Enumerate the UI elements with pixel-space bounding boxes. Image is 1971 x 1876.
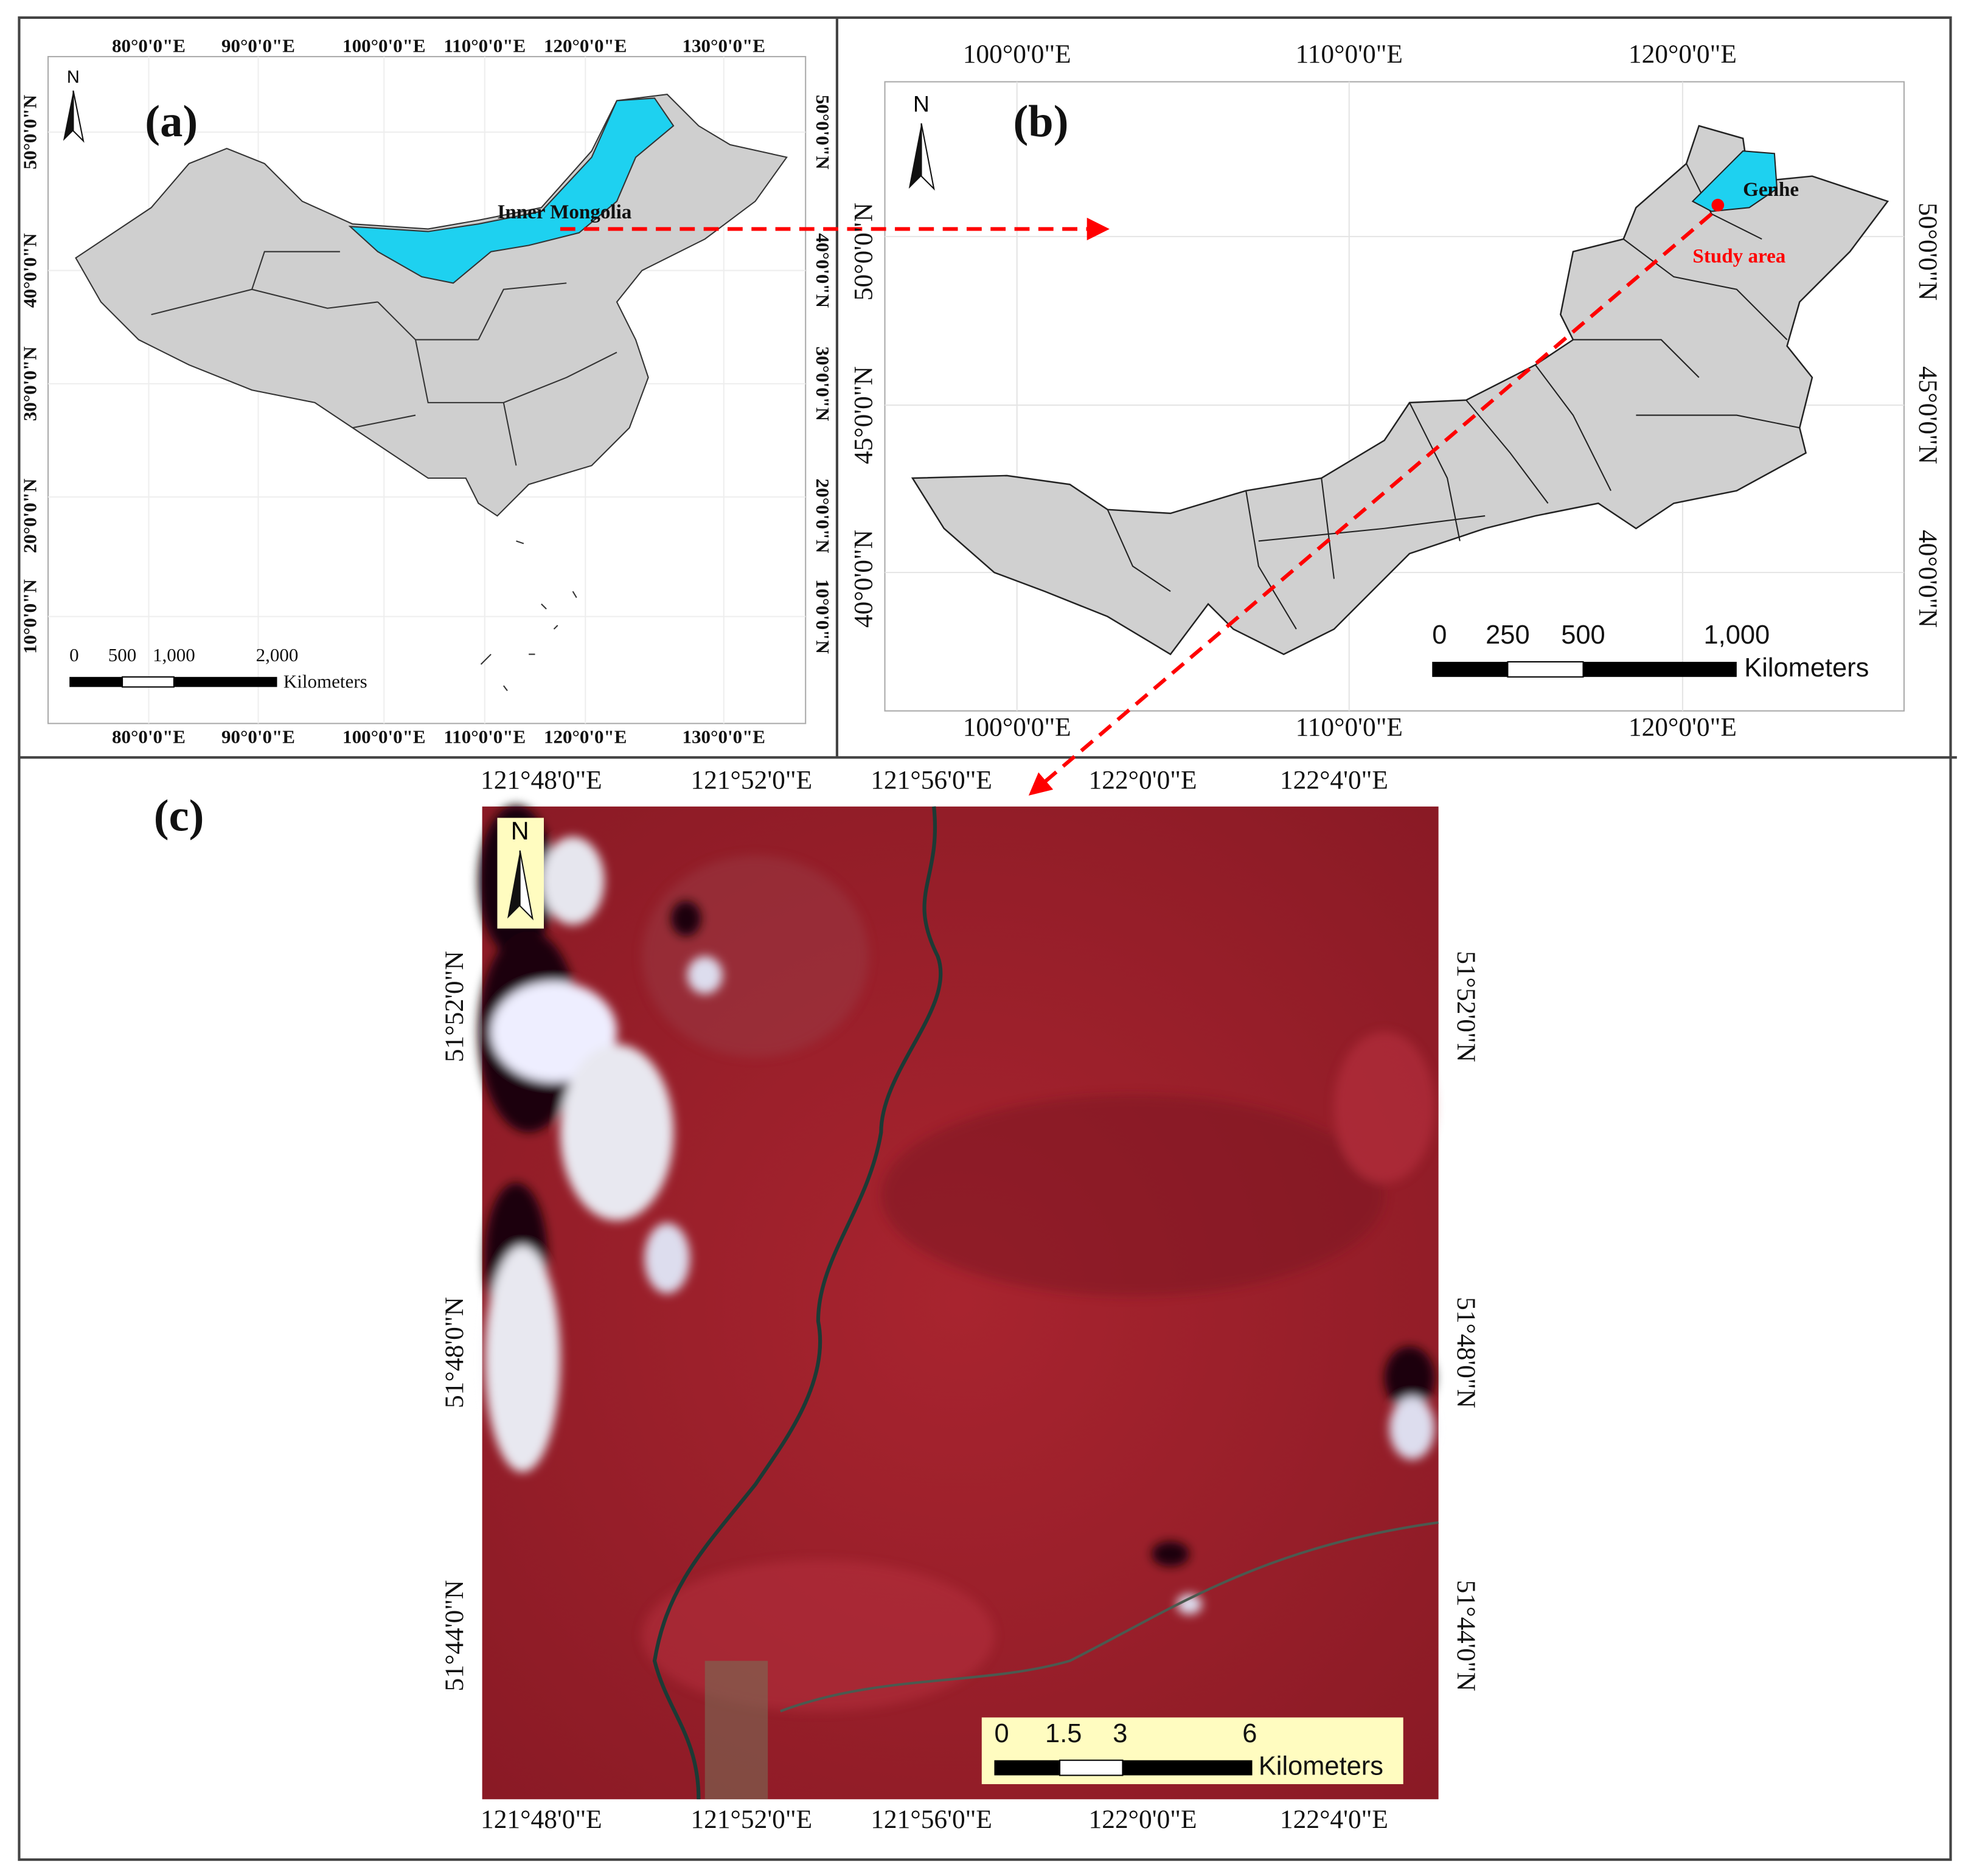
lon-tick-label: 130°0'0"E	[683, 726, 765, 747]
lon-tick-label: 121°48'0"E	[481, 766, 602, 795]
lat-tick-label: 40°0'0"N	[812, 233, 833, 308]
lat-tick-label: 10°0'0"N	[812, 579, 833, 654]
lon-tick-label: 100°0'0"E	[342, 35, 425, 57]
north-label: N	[67, 68, 80, 87]
north-arrow	[519, 850, 534, 921]
lon-tick-label: 130°0'0"E	[683, 35, 765, 57]
lat-tick-label: 20°0'0"N	[812, 479, 833, 554]
north-arrow	[920, 123, 935, 191]
lon-tick-label: 80°0'0"E	[112, 726, 186, 747]
lon-tick-label: 110°0'0"E	[1296, 713, 1403, 742]
lat-tick-label: 51°44'0"N	[1451, 1580, 1481, 1692]
lon-tick-label: 120°0'0"E	[544, 726, 627, 747]
lon-tick-label: 120°0'0"E	[1629, 40, 1737, 69]
scale-unit: Kilometers	[1744, 653, 1869, 683]
lon-tick-label: 100°0'0"E	[963, 40, 1071, 69]
scale-bar	[1432, 661, 1737, 678]
lon-tick-label: 122°4'0"E	[1280, 766, 1388, 795]
lon-tick-label: 110°0'0"E	[443, 726, 526, 747]
scale-label: 3	[1113, 1719, 1127, 1748]
lon-tick-label: 90°0'0"E	[221, 726, 295, 747]
lat-tick-label: 50°0'0"N	[19, 95, 40, 170]
lat-tick-label: 50°0'0"N	[1913, 203, 1942, 301]
scale-label: 1,000	[1704, 620, 1770, 650]
lon-tick-label: 80°0'0"E	[112, 35, 186, 57]
lon-tick-label: 121°48'0"E	[481, 1805, 602, 1834]
lat-tick-label: 30°0'0"N	[19, 347, 40, 422]
lon-tick-label: 121°52'0"E	[690, 1805, 812, 1834]
outer-frame	[18, 16, 1952, 1861]
scale-label: 0	[1432, 620, 1447, 650]
north-arrow	[72, 90, 85, 143]
lon-tick-label: 110°0'0"E	[1296, 40, 1403, 69]
lat-tick-label: 51°52'0"N	[1451, 951, 1481, 1062]
inner-mongolia	[911, 125, 1889, 656]
panel-label: (c)	[154, 791, 204, 841]
place-label: Genhe	[1743, 179, 1799, 201]
lat-tick-label: 30°0'0"N	[812, 347, 833, 422]
lon-tick-label: 120°0'0"E	[544, 35, 627, 57]
scale-label: 6	[1242, 1719, 1257, 1748]
genhe-point	[1711, 198, 1725, 212]
lat-tick-label: 40°0'0"N	[849, 530, 878, 628]
province-borders	[151, 251, 617, 466]
river	[652, 806, 943, 1799]
lat-tick-label: 50°0'0"N	[849, 203, 878, 301]
lat-tick-label: 40°0'0"N	[19, 233, 40, 308]
lat-tick-label: 51°52'0"N	[440, 951, 469, 1062]
lon-tick-label: 121°56'0"E	[871, 1805, 992, 1834]
scale-label: 500	[108, 644, 137, 665]
scale-label: 250	[1486, 620, 1529, 650]
lon-tick-label: 110°0'0"E	[443, 35, 526, 57]
lon-tick-label: 122°0'0"E	[1089, 1805, 1197, 1834]
lat-tick-label: 10°0'0"N	[19, 579, 40, 654]
lat-tick-label: 20°0'0"N	[19, 479, 40, 554]
town	[704, 1661, 768, 1799]
lat-tick-label: 51°48'0"N	[1451, 1297, 1481, 1408]
islands	[480, 540, 577, 692]
lon-tick-label: 121°56'0"E	[871, 766, 992, 795]
scale-unit: Kilometers	[283, 670, 367, 692]
lon-tick-label: 100°0'0"E	[963, 713, 1071, 742]
lon-tick-label: 121°52'0"E	[690, 766, 812, 795]
panel-label: (b)	[1013, 97, 1069, 147]
scale-label: 0	[994, 1719, 1009, 1748]
region-label: Inner Mongolia	[497, 201, 631, 223]
lon-tick-label: 90°0'0"E	[221, 35, 295, 57]
lat-tick-label: 50°0'0"N	[812, 95, 833, 170]
link-arrow	[1028, 212, 1713, 796]
lon-tick-label: 122°0'0"E	[1089, 766, 1197, 795]
lat-tick-label: 45°0'0"N	[1913, 366, 1942, 464]
scale-label: 0	[69, 644, 79, 665]
north-arrow	[507, 850, 520, 919]
scale-label: 2,000	[256, 644, 299, 665]
river	[780, 1521, 1439, 1712]
north-label: N	[913, 91, 930, 117]
panel-label: (a)	[145, 97, 198, 147]
inner-mongolia	[348, 97, 675, 284]
lat-tick-label: 45°0'0"N	[849, 366, 878, 464]
scale-label: 1,000	[153, 644, 195, 665]
lon-tick-label: 122°4'0"E	[1280, 1805, 1388, 1834]
lat-tick-label: 51°44'0"N	[440, 1580, 469, 1692]
study-label: Study area	[1692, 246, 1785, 268]
north-label: N	[511, 817, 529, 845]
scale-bar	[994, 1759, 1253, 1776]
scale-label: 1.5	[1045, 1719, 1082, 1748]
lon-tick-label: 100°0'0"E	[342, 726, 425, 747]
lat-tick-label: 51°48'0"N	[440, 1297, 469, 1408]
lon-tick-label: 120°0'0"E	[1629, 713, 1737, 742]
scale-label: 500	[1561, 620, 1605, 650]
scale-unit: Kilometers	[1259, 1752, 1383, 1781]
scale-bar	[69, 676, 277, 688]
lat-tick-label: 40°0'0"N	[1913, 530, 1942, 628]
